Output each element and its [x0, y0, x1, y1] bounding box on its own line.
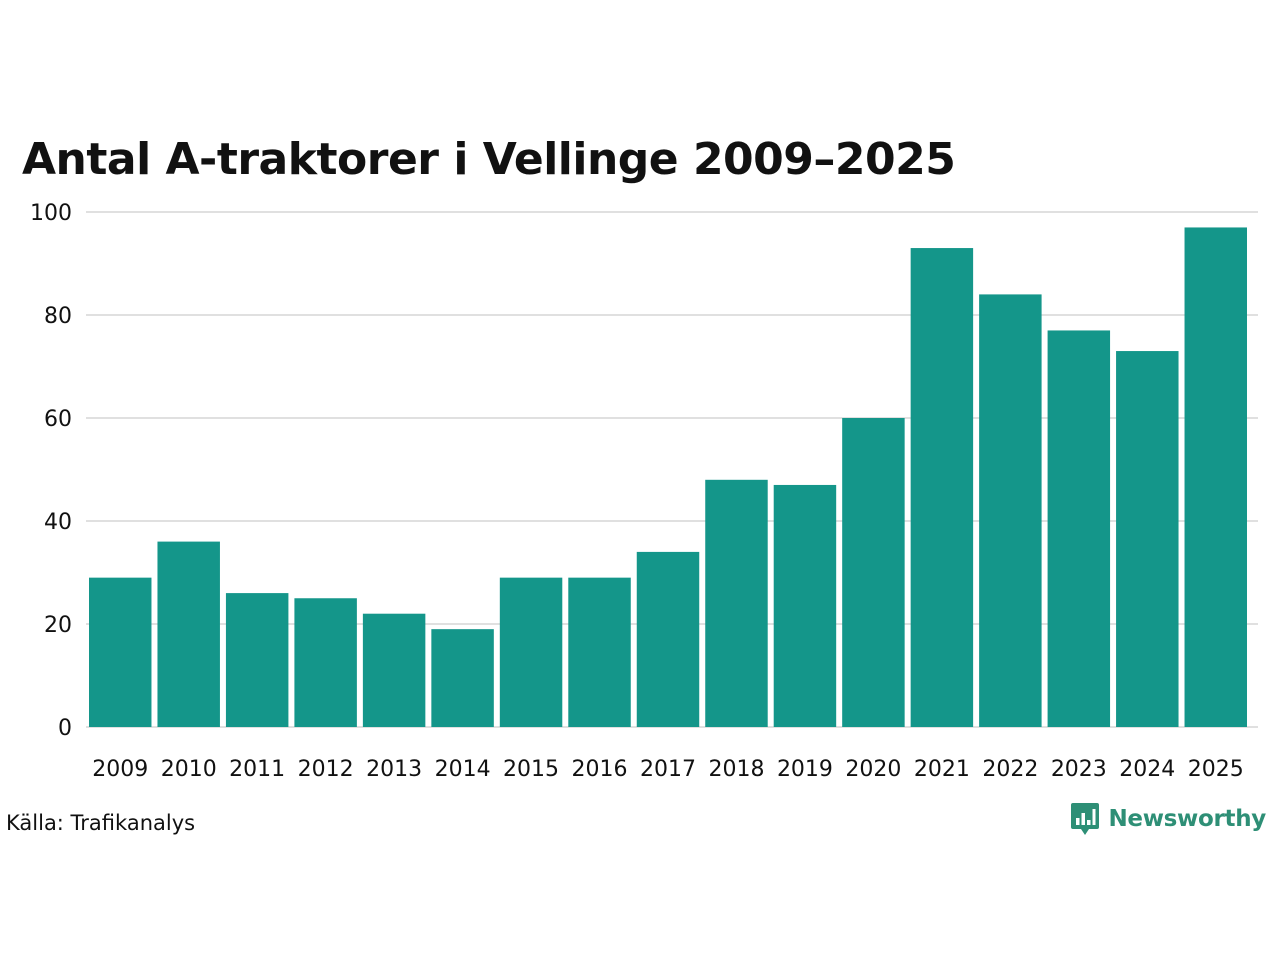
- bar-2011: [225, 593, 289, 727]
- bar-chart: 0 20 40 60 80 100 2009 2010 2011 2012 2013 2014 201…: [30, 201, 1258, 782]
- bar-2016: [568, 577, 631, 727]
- x-tick-label: 2015: [503, 757, 559, 782]
- bar-2017: [636, 551, 700, 727]
- bar-2014: [431, 629, 494, 727]
- brand-logo: Newsworthy: [1070, 802, 1266, 836]
- bar-2021: [910, 248, 974, 728]
- brand-name: Newsworthy: [1108, 806, 1266, 832]
- x-tick-label: 2009: [92, 757, 148, 782]
- bar-2013: [362, 613, 426, 727]
- y-tick-label: 40: [44, 510, 72, 535]
- bar-2019: [773, 484, 837, 727]
- y-tick-label: 60: [44, 407, 72, 432]
- bars: [89, 227, 1247, 728]
- bar-2010: [157, 541, 220, 727]
- newsworthy-logo-icon: [1071, 803, 1100, 835]
- y-tick-label: 100: [30, 201, 72, 226]
- x-tick-label: 2016: [572, 757, 628, 782]
- x-tick-label: 2025: [1188, 757, 1244, 782]
- y-tick-label: 20: [44, 613, 72, 638]
- y-tick-label: 80: [44, 304, 72, 329]
- x-tick-label: 2017: [640, 757, 696, 782]
- bar-2020: [842, 418, 905, 727]
- x-tick-label: 2011: [229, 757, 285, 782]
- bar-2009: [89, 577, 152, 727]
- source-note: Källa: Trafikanalys: [6, 811, 196, 835]
- x-tick-label: 2020: [845, 757, 901, 782]
- chart-title: Antal A-traktorer i Vellinge 2009–2025: [22, 134, 956, 185]
- bar-2022: [979, 294, 1042, 727]
- x-axis-ticks: 2009 2010 2011 2012 2013 2014 2015 2016 2017 2018…: [92, 757, 1244, 782]
- bar-2018: [705, 479, 768, 727]
- x-tick-label: 2018: [708, 757, 764, 782]
- bar-2025: [1184, 227, 1247, 727]
- bar-2015: [499, 577, 563, 727]
- bar-2023: [1047, 330, 1111, 727]
- bar-2024: [1116, 351, 1179, 727]
- x-tick-label: 2019: [777, 757, 833, 782]
- x-tick-label: 2022: [982, 757, 1038, 782]
- x-tick-label: 2021: [914, 757, 970, 782]
- x-tick-label: 2010: [161, 757, 217, 782]
- bar-2012: [294, 598, 357, 727]
- x-tick-label: 2014: [435, 757, 491, 782]
- y-tick-label: 0: [58, 716, 72, 741]
- x-tick-label: 2024: [1119, 757, 1175, 782]
- y-axis-ticks: 0 20 40 60 80 100: [30, 201, 72, 741]
- x-tick-label: 2012: [298, 757, 354, 782]
- x-tick-label: 2013: [366, 757, 422, 782]
- x-tick-label: 2023: [1051, 757, 1107, 782]
